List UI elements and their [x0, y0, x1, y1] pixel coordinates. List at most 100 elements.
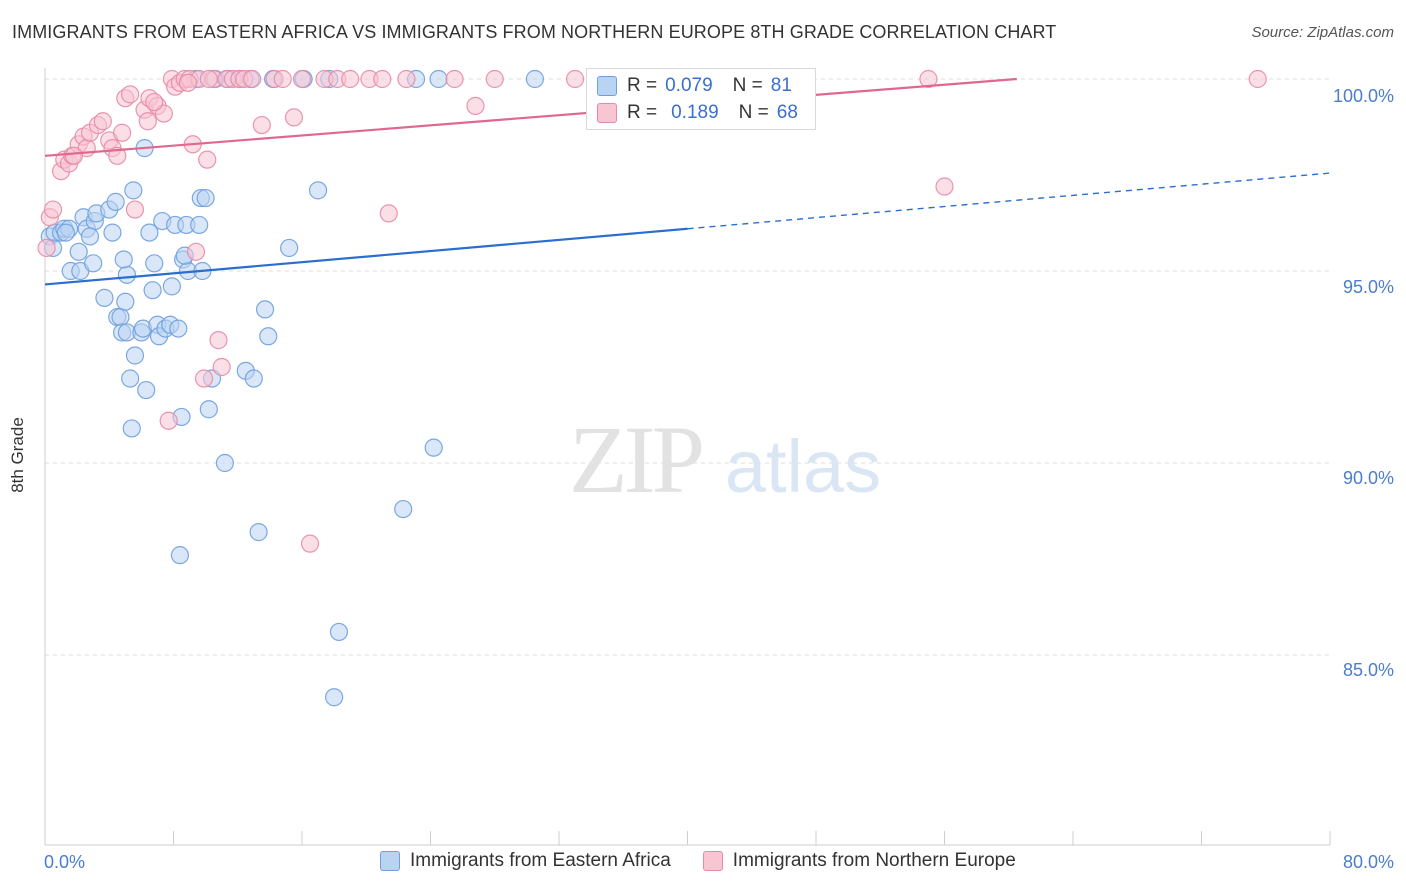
data-point: [95, 288, 114, 307]
data-point: [108, 146, 127, 165]
data-point: [112, 123, 132, 142]
data-point: [325, 688, 344, 707]
stat-r-label: R =: [627, 102, 658, 123]
data-point: [116, 292, 135, 311]
legend-item-eastern-africa[interactable]: Immigrants from Eastern Africa: [380, 850, 671, 872]
data-point: [56, 223, 75, 242]
data-point: [64, 146, 84, 165]
data-point: [466, 96, 485, 115]
stat-r-value: 0.189: [671, 102, 719, 123]
data-point: [93, 112, 112, 131]
data-point: [111, 307, 130, 327]
axes: [44, 68, 1331, 846]
y-tick-label-90: 90.0%: [1342, 468, 1394, 488]
data-point: [429, 69, 448, 89]
data-point: [145, 254, 164, 273]
data-point: [300, 534, 320, 553]
data-point: [125, 200, 145, 219]
stat-n-label: N =: [738, 102, 769, 123]
stat-row-pink: R = 0.189 N = 68: [597, 102, 798, 124]
data-point: [308, 181, 328, 200]
legend-swatch-pink: [702, 851, 723, 871]
data-point: [140, 223, 159, 242]
data-point: [162, 277, 181, 296]
data-point: [121, 369, 140, 388]
data-point: [284, 108, 304, 127]
data-point: [215, 453, 234, 473]
source-label: Source: ZipAtlas.com: [1251, 24, 1394, 41]
data-point: [397, 69, 416, 89]
watermark-atlas: atlas: [725, 425, 881, 508]
data-point: [424, 438, 443, 457]
data-point: [138, 112, 157, 131]
data-point: [209, 331, 228, 350]
y-tick-label-100: 100.0%: [1332, 86, 1394, 106]
data-point: [194, 369, 214, 388]
stat-n-label: N =: [732, 75, 763, 96]
data-point: [252, 115, 271, 135]
data-point: [199, 69, 218, 89]
data-point: [103, 223, 122, 242]
stat-swatch-pink: [597, 103, 617, 123]
data-point: [159, 411, 178, 430]
data-point: [137, 380, 156, 400]
data-point: [145, 92, 164, 112]
chart-title: IMMIGRANTS FROM EASTERN AFRICA VS IMMIGR…: [12, 22, 1057, 42]
data-point: [196, 188, 215, 208]
y-tick-label-95: 95.0%: [1342, 277, 1394, 297]
stat-n-value: 81: [770, 75, 792, 96]
trend-lines: [44, 77, 1331, 286]
stat-r-label: R =: [627, 75, 658, 96]
data-point: [292, 69, 312, 89]
legend: Immigrants from Eastern Africa Immigrant…: [380, 850, 1038, 872]
data-point: [199, 400, 218, 419]
data-point: [84, 254, 103, 273]
data-point: [114, 250, 133, 269]
data-point: [565, 69, 585, 89]
data-point: [80, 227, 100, 246]
data-point: [259, 327, 278, 346]
x-tick-label-max: 80.0%: [1342, 852, 1394, 872]
stat-n-value: 68: [776, 102, 798, 123]
watermark: ZIP atlas: [569, 406, 881, 513]
data-point: [69, 242, 88, 261]
data-point: [198, 150, 217, 169]
stat-r-value: 0.079: [665, 75, 713, 96]
data-point: [212, 357, 231, 377]
data-point: [273, 69, 292, 89]
watermark-zip: ZIP: [569, 406, 702, 513]
trend-line-blue-extension: [687, 172, 1331, 230]
data-point: [280, 238, 299, 258]
legend-label-blue: Immigrants from Eastern Africa: [410, 850, 671, 871]
stats-box: R = 0.079 N = 81 R = 0.189 N = 68: [586, 68, 816, 130]
data-point: [329, 622, 349, 642]
data-point: [143, 281, 162, 300]
data-point: [186, 242, 206, 261]
data-point: [1248, 69, 1267, 89]
data-point: [485, 69, 504, 89]
stat-row-blue: R = 0.079 N = 81: [597, 75, 792, 97]
data-point: [190, 215, 209, 235]
stat-swatch-blue: [597, 76, 617, 96]
data-point: [170, 546, 190, 565]
data-point: [244, 369, 263, 388]
data-point: [341, 69, 360, 89]
data-point: [106, 192, 125, 211]
data-point: [243, 69, 262, 89]
data-point: [169, 319, 188, 338]
data-point: [373, 69, 392, 89]
legend-item-northern-europe[interactable]: Immigrants from Northern Europe: [702, 850, 1016, 872]
data-point: [117, 265, 137, 284]
data-point: [125, 346, 145, 365]
data-point: [919, 69, 938, 89]
data-point: [121, 85, 140, 104]
data-point: [122, 419, 141, 438]
trend-line-blue: [44, 227, 688, 286]
data-point: [178, 73, 198, 92]
data-point: [445, 69, 464, 89]
legend-label-pink: Immigrants from Northern Europe: [732, 850, 1016, 871]
data-point: [124, 181, 143, 200]
trend-line-pink: [44, 77, 1017, 157]
series-blue-points: [40, 69, 545, 707]
